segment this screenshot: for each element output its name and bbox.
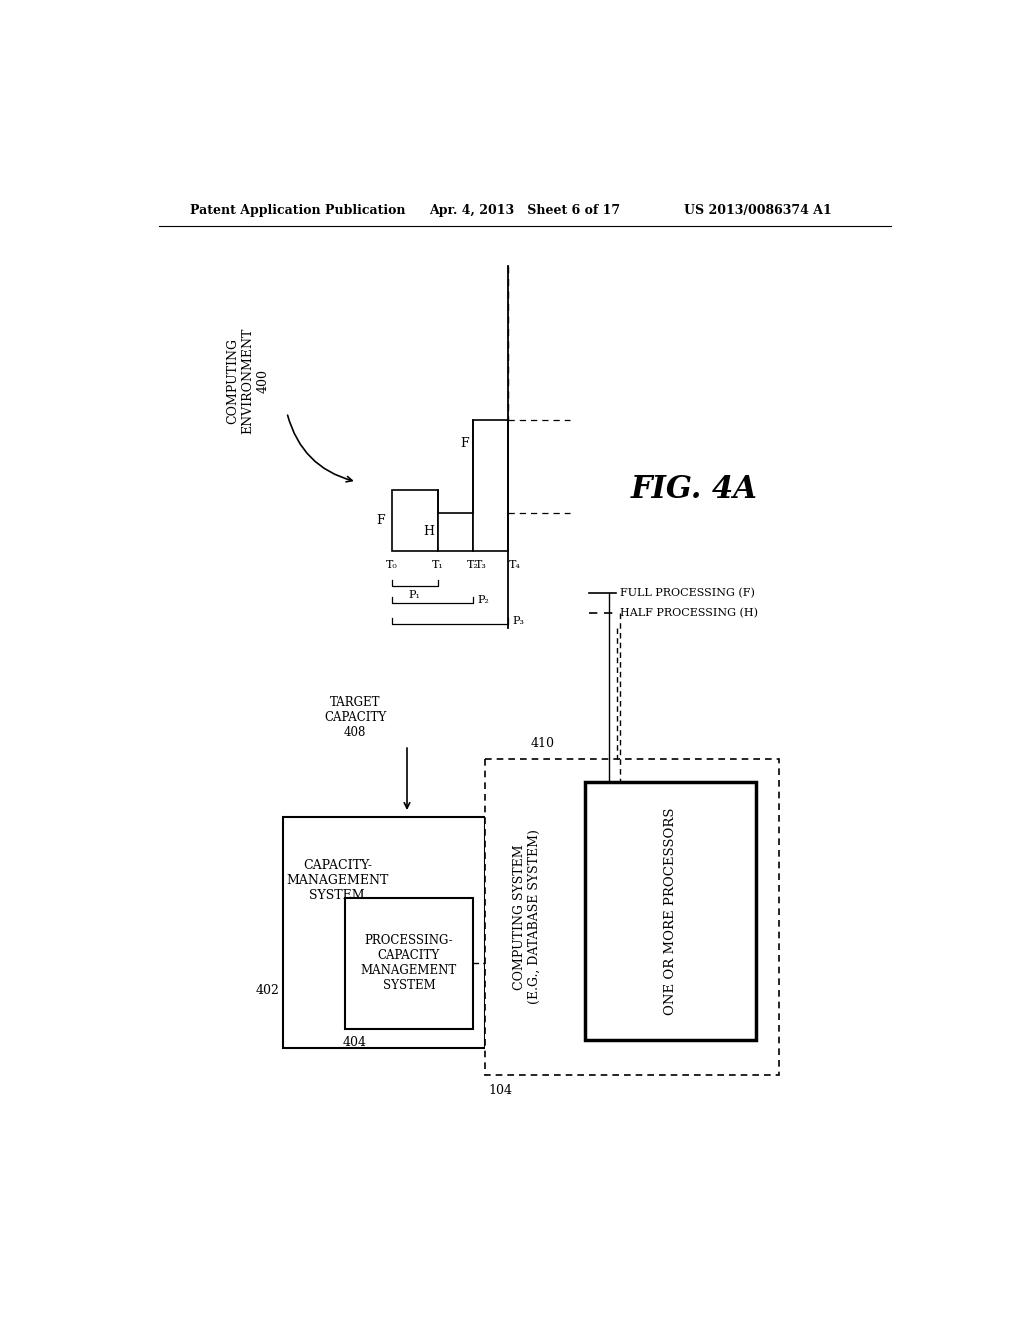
Text: 104: 104: [488, 1084, 512, 1097]
Text: F: F: [377, 513, 385, 527]
Text: 404: 404: [343, 1036, 367, 1049]
Text: Apr. 4, 2013   Sheet 6 of 17: Apr. 4, 2013 Sheet 6 of 17: [429, 205, 620, 218]
Bar: [345, 898, 473, 1028]
Text: P₁: P₁: [409, 590, 421, 599]
Text: COMPUTING
ENVIRONMENT
400: COMPUTING ENVIRONMENT 400: [226, 327, 269, 434]
Text: T₂: T₂: [467, 560, 479, 570]
Text: FULL PROCESSING (F): FULL PROCESSING (F): [621, 589, 755, 598]
Bar: [391, 490, 438, 552]
Text: P₃: P₃: [512, 616, 524, 626]
Text: T₃: T₃: [474, 560, 486, 570]
Text: US 2013/0086374 A1: US 2013/0086374 A1: [684, 205, 833, 218]
Text: 410: 410: [531, 738, 555, 751]
Text: Patent Application Publication: Patent Application Publication: [190, 205, 406, 218]
Text: P₂: P₂: [477, 595, 489, 606]
Text: HALF PROCESSING (H): HALF PROCESSING (H): [621, 607, 758, 618]
Text: TARGET
CAPACITY
408: TARGET CAPACITY 408: [324, 696, 386, 739]
Bar: [586, 781, 756, 1040]
Text: FIG. 4A: FIG. 4A: [631, 474, 757, 506]
Text: CAPACITY-
MANAGEMENT
SYSTEM: CAPACITY- MANAGEMENT SYSTEM: [286, 859, 388, 902]
Text: PROCESSING-
CAPACITY
MANAGEMENT
SYSTEM: PROCESSING- CAPACITY MANAGEMENT SYSTEM: [360, 935, 457, 993]
Text: T₀: T₀: [386, 560, 397, 570]
Bar: [484, 759, 779, 1074]
Text: COMPUTING SYSTEM
(E.G., DATABASE SYSTEM): COMPUTING SYSTEM (E.G., DATABASE SYSTEM): [513, 829, 541, 1005]
Bar: [473, 420, 508, 552]
Text: F: F: [461, 437, 469, 450]
Bar: [438, 512, 473, 552]
Text: T₄: T₄: [509, 560, 521, 570]
Bar: [283, 817, 484, 1048]
Text: ONE OR MORE PROCESSORS: ONE OR MORE PROCESSORS: [664, 808, 677, 1015]
Text: T₁: T₁: [432, 560, 443, 570]
Text: 402: 402: [255, 983, 280, 997]
Text: H: H: [423, 525, 434, 539]
